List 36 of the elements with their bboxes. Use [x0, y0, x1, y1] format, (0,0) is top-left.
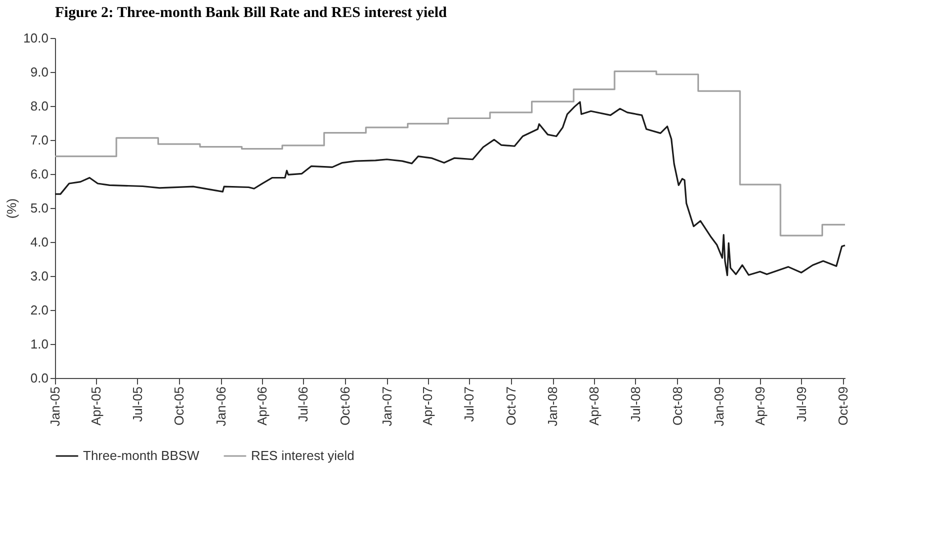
y-tick-label: 9.0 — [30, 64, 48, 80]
y-tick-label: 4.0 — [30, 234, 48, 250]
x-tick-label: Jul-09 — [794, 386, 809, 422]
y-tick-label: 7.0 — [30, 132, 48, 148]
x-tick-label: Jan-06 — [213, 386, 228, 426]
y-tick-label: 3.0 — [30, 268, 48, 284]
x-tick-label: Jul-07 — [462, 386, 477, 422]
x-tick-label: Oct-07 — [503, 386, 518, 426]
x-tick-label: Oct-06 — [338, 386, 352, 426]
y-tick-label: 1.0 — [30, 336, 48, 352]
x-tick-label: Jan-07 — [379, 386, 394, 426]
x-tick-label: Apr-06 — [254, 386, 270, 426]
chart-title: Figure 2: Three-month Bank Bill Rate and RES interest yield — [55, 5, 448, 21]
y-tick-label: 2.0 — [30, 302, 48, 318]
x-tick-label: Jul-08 — [628, 386, 643, 422]
y-tick-label: 8.0 — [30, 98, 48, 114]
x-tick-label: Apr-09 — [752, 386, 768, 426]
x-tick-label: Oct-08 — [670, 386, 685, 426]
x-tick-label: Apr-05 — [88, 386, 104, 426]
x-tick-label: Oct-05 — [172, 386, 187, 426]
legend-label: RES interest yield — [251, 448, 354, 463]
x-tick-label: Apr-07 — [420, 386, 436, 426]
x-tick-label: Jan-05 — [48, 386, 62, 426]
x-tick-label: Jan-09 — [712, 386, 727, 426]
line-series — [54, 101, 846, 276]
y-axis-title: (%) — [4, 198, 20, 219]
y-tick-label: 0.0 — [30, 370, 48, 386]
x-tick-label: Jul-06 — [296, 386, 311, 422]
y-tick-label: 10.0 — [23, 30, 48, 46]
legend-label: Three-month BBSW — [83, 448, 200, 463]
y-tick-label: 6.0 — [30, 166, 48, 182]
x-tick-label: Jul-05 — [130, 386, 145, 422]
x-tick-label: Jan-08 — [545, 386, 560, 426]
x-tick-label: Apr-08 — [586, 386, 602, 426]
y-tick-label: 5.0 — [30, 200, 48, 216]
x-tick-label: Oct-09 — [836, 386, 851, 426]
